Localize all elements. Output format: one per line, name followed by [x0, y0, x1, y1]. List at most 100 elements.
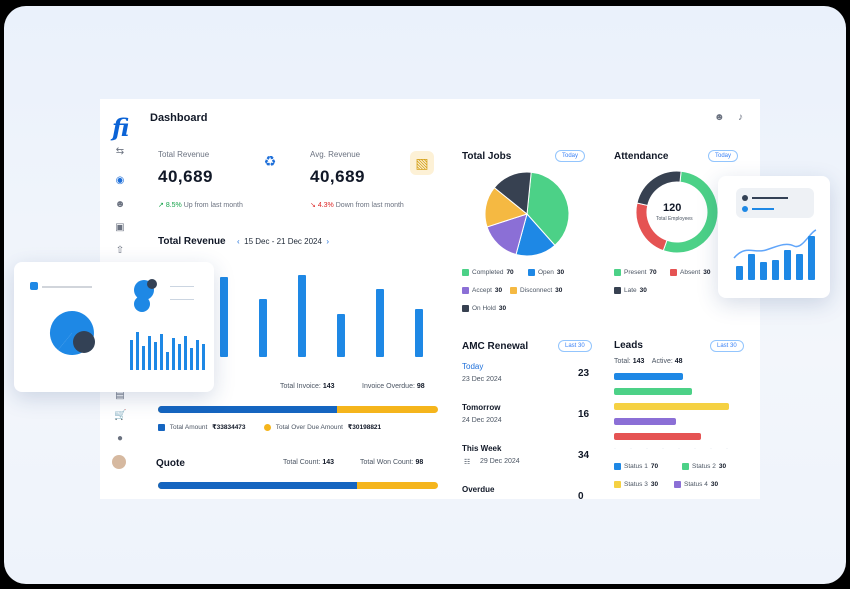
mini-pie-left [49, 310, 95, 355]
quote-won-count: Total Won Count: 98 [360, 459, 423, 466]
amc-row-label[interactable]: Tomorrow [462, 403, 501, 412]
amc-row-label[interactable]: This Week [462, 444, 502, 453]
revenue-bar[interactable] [376, 289, 384, 357]
leads-filter[interactable]: Last 30 [710, 340, 744, 352]
legend-item: On Hold 30 [462, 305, 506, 312]
money-hand-icon: ♻ [263, 153, 277, 169]
mini-bar [166, 352, 169, 370]
attendance-filter[interactable]: Today [708, 150, 739, 162]
lead-axis-tick: · [694, 446, 696, 452]
file-nav-icon[interactable]: ▤ [115, 390, 125, 401]
quote-won-count-label: Total Won Count: [360, 459, 414, 466]
location-nav-icon[interactable]: ● [116, 433, 124, 444]
total-jobs-pie [484, 171, 570, 257]
invoice-overdue-value: 98 [416, 383, 425, 390]
tooltip-box [736, 188, 814, 218]
quote-total-count-value: 143 [322, 459, 334, 466]
amc-row-label[interactable]: Overdue [462, 485, 495, 494]
total-invoice-label: Total Invoice: [280, 383, 321, 390]
invoice-legend-total: Total Amount ₹33834473 [158, 423, 246, 431]
legend-value: ₹33834473 [212, 424, 246, 431]
legend-swatch [614, 463, 621, 470]
mini-bar [142, 346, 145, 370]
legend-item: Status 2 30 [682, 463, 726, 470]
legend-item: Late 30 [614, 287, 647, 294]
avg-revenue-delta-value: 4.3% [317, 202, 334, 209]
legend-swatch [264, 423, 271, 431]
legend-label: Status 4 [684, 481, 708, 489]
legend-label: Completed [472, 269, 504, 277]
leads-summary: Total: 143 Active: 48 [614, 358, 683, 365]
revenue-bar[interactable] [415, 309, 423, 357]
legend-value: 30 [498, 305, 507, 313]
legend-value: 70 [649, 269, 657, 277]
total-jobs-filter[interactable]: Today [555, 150, 586, 162]
amc-row-date: 23 Dec 2024 [462, 376, 502, 383]
leads-active-value: 48 [674, 358, 683, 365]
dashboard-nav-icon[interactable]: ◉ [115, 175, 125, 186]
legend-label: Disconnect [520, 287, 553, 295]
mini-bar [190, 348, 193, 370]
attendance-title: Attendance [614, 151, 669, 162]
lead-bar[interactable] [614, 418, 677, 425]
legend-value: 30 [494, 287, 503, 295]
legend-label: Open [538, 269, 554, 277]
amc-row-label[interactable]: Today [462, 362, 484, 371]
pie-slice[interactable] [636, 170, 682, 207]
total-revenue-label: Total Revenue [158, 150, 210, 159]
avg-revenue-label: Avg. Revenue [310, 150, 361, 159]
legend-value: 30 [556, 269, 565, 277]
mini-pie-right [134, 279, 157, 312]
floating-chart-card-right [718, 176, 830, 298]
total-revenue-delta: ↗ 8.5% Up from last month [158, 201, 243, 209]
amc-renewal-title: AMC Renewal [462, 341, 529, 352]
mini-bar [172, 338, 175, 370]
calendar-icon: ☷ [464, 459, 471, 466]
chevron-right-icon[interactable]: › [326, 237, 330, 246]
chevron-left-icon[interactable]: ‹ [237, 237, 240, 246]
revenue-bar[interactable] [298, 275, 306, 357]
total-invoice: Total Invoice: 143 [280, 383, 335, 390]
quote-won-count-value: 98 [415, 459, 424, 466]
pie-slice[interactable] [526, 171, 570, 247]
lead-bar[interactable] [614, 373, 683, 380]
legend-swatch [674, 481, 681, 488]
page-title: Dashboard [150, 112, 208, 124]
app-logo[interactable]: fi [112, 113, 130, 142]
mini-bar [196, 340, 199, 370]
mini-bar [130, 340, 133, 370]
lead-bar[interactable] [614, 388, 693, 395]
amc-row-count: 16 [578, 409, 590, 420]
user-icon[interactable]: ☻ [714, 112, 725, 123]
jobs-nav-icon[interactable]: ▣ [115, 222, 125, 233]
money-stack-icon: ▧ [410, 151, 434, 175]
legend-label: Late [624, 287, 637, 295]
lead-bar[interactable] [614, 403, 729, 410]
attendance-center-label: Total Employees [656, 216, 693, 222]
amc-filter[interactable]: Last 30 [558, 340, 592, 352]
pie-slice[interactable] [493, 171, 532, 215]
revenue-bar[interactable] [259, 299, 267, 357]
lead-axis-tick: · [630, 446, 632, 452]
legend-value: 30 [555, 287, 563, 295]
legend-swatch [682, 463, 689, 470]
collapse-icon[interactable]: ⇆ [115, 146, 125, 157]
date-range-selector[interactable]: ‹ 15 Dec - 21 Dec 2024 › [237, 237, 329, 246]
legend-swatch [670, 269, 677, 276]
legend-swatch [462, 287, 469, 294]
amc-row-count: 0 [578, 491, 584, 499]
screenshot-frame: fi ⇆ ◉ ☻ ▣ ⇧ ▤ 🛒 ● Dashboard ☻ ♪ Total R… [4, 6, 846, 584]
legend-value: 30 [710, 481, 719, 489]
mini-bar [202, 344, 205, 370]
cart-nav-icon[interactable]: 🛒 [114, 410, 127, 421]
quote-total-count: Total Count: 143 [283, 459, 334, 466]
legend-item: Absent 30 [670, 269, 710, 276]
bell-icon[interactable]: ♪ [738, 112, 743, 123]
avatar[interactable] [112, 455, 126, 469]
legend-label: Status 1 [624, 463, 648, 471]
users-nav-icon[interactable]: ☻ [114, 199, 126, 210]
revenue-bar[interactable] [220, 277, 228, 357]
revenue-bar[interactable] [337, 314, 345, 357]
lead-bar[interactable] [614, 433, 702, 440]
upload-nav-icon[interactable]: ⇧ [115, 245, 125, 256]
